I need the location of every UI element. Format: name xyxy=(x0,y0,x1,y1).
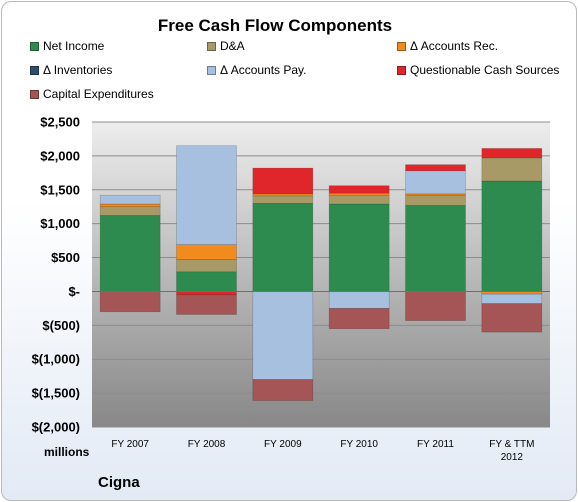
bar-segment xyxy=(176,259,237,273)
y-tick-label: $1,500 xyxy=(40,182,80,197)
bar-segment xyxy=(99,206,161,216)
y-tick-label: $2,000 xyxy=(40,148,80,163)
y-tick-label: $500 xyxy=(51,250,80,265)
bar-segment xyxy=(99,203,161,208)
bar-segment xyxy=(328,194,390,205)
x-tick-label: FY & TTM xyxy=(489,439,534,450)
legend-item: Δ Inventories xyxy=(30,63,112,77)
legend-item: D&A xyxy=(207,39,245,53)
y-tick-label: $(500) xyxy=(42,318,80,333)
bar-segment xyxy=(405,291,466,321)
legend-label: Δ Accounts Pay. xyxy=(220,63,307,77)
legend-swatch xyxy=(30,41,39,51)
bar-segment xyxy=(252,379,314,401)
bar-segment xyxy=(176,294,237,315)
bar-segment xyxy=(252,291,314,380)
legend-swatch xyxy=(397,65,406,75)
y-tick-label: $(1,500) xyxy=(32,386,80,401)
bar-segment xyxy=(252,195,314,204)
bar-segment xyxy=(328,203,390,292)
bar-segment xyxy=(481,157,543,182)
bar-segment xyxy=(176,244,237,260)
legend-label: Δ Inventories xyxy=(43,63,113,77)
legend-item: Δ Accounts Rec. xyxy=(397,39,498,53)
bar-segment xyxy=(481,180,543,292)
y-tick-label: $1,000 xyxy=(40,216,80,231)
legend-item: Δ Accounts Pay. xyxy=(207,63,307,77)
plot-area xyxy=(92,122,550,427)
bar-segment xyxy=(328,185,390,194)
bar-segment xyxy=(252,167,314,195)
legend-item: Questionable Cash Sources xyxy=(397,63,559,77)
bar-segment xyxy=(99,291,161,313)
company-name: Cigna xyxy=(98,474,140,491)
bar-segment xyxy=(481,293,543,304)
bar-segment xyxy=(99,215,161,292)
bar-segment xyxy=(328,192,390,196)
y-tick-label: $(1,000) xyxy=(32,352,80,367)
x-tick-label: FY 2010 xyxy=(340,439,378,450)
bar-segment xyxy=(252,193,314,197)
legend-swatch xyxy=(207,41,216,51)
bar-segment xyxy=(405,194,466,206)
y-tick-label: $- xyxy=(68,284,80,299)
bar-segment xyxy=(328,308,390,330)
legend-label: Net Income xyxy=(43,39,105,53)
x-tick-label: FY 2008 xyxy=(188,439,226,450)
bar-segment xyxy=(99,194,161,205)
legend-label: D&A xyxy=(220,39,245,53)
legend-swatch xyxy=(30,89,39,99)
bar-segment xyxy=(481,148,543,159)
legend-item: Net Income xyxy=(30,39,104,53)
bar-segment xyxy=(328,291,390,309)
bar-segment xyxy=(252,203,314,292)
x-tick-label: FY 2009 xyxy=(264,439,302,450)
bar-segment xyxy=(481,303,543,333)
chart-title: Free Cash Flow Components xyxy=(157,16,393,35)
y-tick-label: $(2,000) xyxy=(32,420,80,435)
x-tick-label: FY 2007 xyxy=(111,439,149,450)
legend-swatch xyxy=(207,65,216,75)
legend-label: Capital Expenditures xyxy=(43,87,154,101)
bar-segment xyxy=(176,271,237,292)
bar-segment xyxy=(405,164,466,172)
bar-segment xyxy=(176,145,237,245)
legend-swatch xyxy=(397,41,406,51)
legend-label: Questionable Cash Sources xyxy=(410,63,560,77)
legend-item: Capital Expenditures xyxy=(30,87,154,101)
units-label: millions xyxy=(44,445,90,459)
x-tick-label: FY 2011 xyxy=(417,439,454,450)
legend-swatch xyxy=(30,65,39,75)
bar-segment xyxy=(176,291,237,296)
bar-segment xyxy=(405,170,466,195)
bar-segment xyxy=(405,205,466,292)
legend-label: Δ Accounts Rec. xyxy=(410,39,499,53)
x-tick-label: 2012 xyxy=(501,452,524,463)
y-tick-label: $2,500 xyxy=(40,115,80,130)
